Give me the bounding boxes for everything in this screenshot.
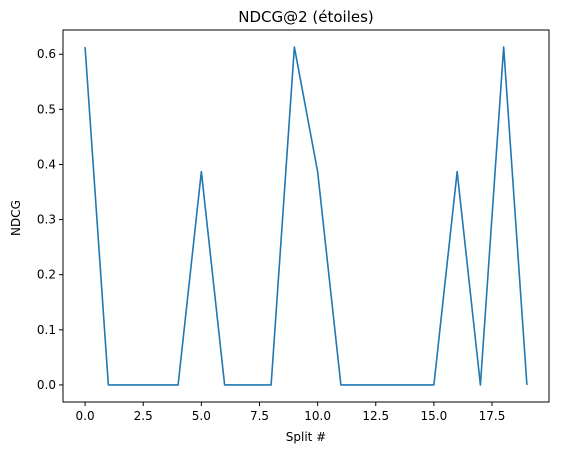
x-tick-label: 2.5 bbox=[134, 409, 153, 423]
x-tick-label: 15.0 bbox=[421, 409, 448, 423]
x-tick-label: 7.5 bbox=[250, 409, 269, 423]
y-axis: 0.0 0.1 0.2 0.3 0.4 0.5 0.6 bbox=[37, 47, 63, 392]
x-axis: 0.0 2.5 5.0 7.5 10.0 12.5 15.0 17.5 bbox=[76, 402, 506, 423]
x-tick-label: 12.5 bbox=[362, 409, 389, 423]
x-tick-label: 17.5 bbox=[479, 409, 506, 423]
y-axis-label: NDCG bbox=[9, 200, 23, 236]
x-tick-label: 5.0 bbox=[192, 409, 211, 423]
y-tick-label: 0.0 bbox=[37, 378, 56, 392]
y-tick-label: 0.5 bbox=[37, 102, 56, 116]
series-line bbox=[84, 46, 528, 386]
x-axis-label: Split # bbox=[286, 430, 326, 444]
y-tick-label: 0.4 bbox=[37, 157, 56, 171]
y-tick-label: 0.3 bbox=[37, 213, 56, 227]
chart-title: NDCG@2 (étoiles) bbox=[238, 8, 374, 26]
x-tick-label: 10.0 bbox=[304, 409, 331, 423]
plot-area bbox=[62, 29, 550, 403]
y-tick-label: 0.1 bbox=[37, 323, 56, 337]
x-tick-label: 0.0 bbox=[76, 409, 95, 423]
y-tick-label: 0.2 bbox=[37, 268, 56, 282]
y-tick-label: 0.6 bbox=[37, 47, 56, 61]
